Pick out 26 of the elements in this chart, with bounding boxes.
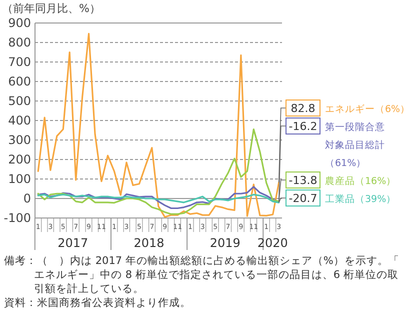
data-label: -20.7: [288, 192, 318, 205]
y-tick-label: -100: [4, 211, 31, 225]
y-tick-label: 700: [8, 55, 31, 69]
text: 2018: [134, 236, 164, 250]
y-axis-title: （前年同月比、%）: [2, 2, 100, 15]
data-label: 82.8: [290, 102, 316, 115]
legend-label: 第一段階合意対象品目総計（61%）: [325, 121, 385, 169]
legend-label: エネルギー（6%）: [325, 103, 410, 115]
y-tick-label: 500: [8, 94, 31, 108]
y-tick-label: 600: [8, 74, 31, 88]
y-tick-label: 300: [8, 133, 31, 147]
text: 2019: [210, 236, 240, 250]
data-label: -16.2: [288, 120, 318, 133]
y-tick-label: 900: [8, 16, 31, 30]
data-label: -13.8: [288, 174, 318, 187]
text: 2020: [257, 236, 288, 250]
y-tick-label: 800: [8, 36, 31, 50]
text: 2017: [58, 236, 88, 250]
legend-label: 農産品（16%）: [325, 175, 396, 187]
y-tick-label: 400: [8, 114, 31, 128]
y-tick-label: 200: [8, 152, 31, 166]
y-tick-label: 100: [8, 172, 31, 186]
y-tick-label: 0: [23, 192, 31, 206]
text: 資料：米国商務省公表資料より作成。: [4, 296, 191, 309]
text: 備考：（ ）内は 2017 年の輸出額総額に占める輸出額シェア（%）を示す。「エネルギー」中の 8 桁単位で指定されている一部の品目は、6 桁単位の取引額を計上している。: [4, 254, 400, 295]
legend-label: 工業品（39%）: [325, 193, 396, 205]
